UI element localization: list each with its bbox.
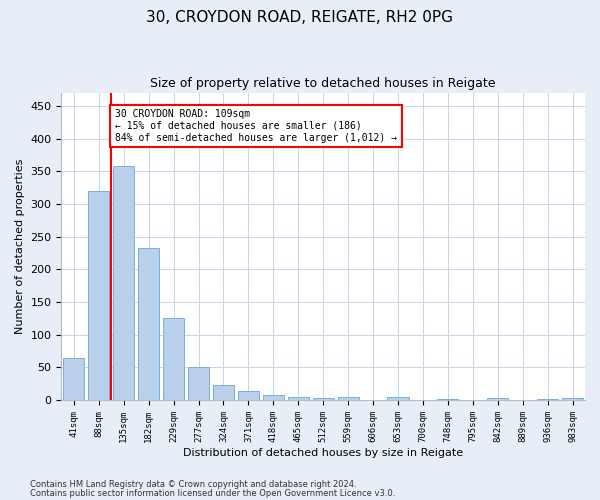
Bar [138,248,159,400]
Bar [487,398,508,400]
Bar [88,191,109,400]
Y-axis label: Number of detached properties: Number of detached properties [15,159,25,334]
Title: Size of property relative to detached houses in Reigate: Size of property relative to detached ho… [151,78,496,90]
Bar [238,391,259,400]
Bar [437,398,458,400]
Bar [287,398,309,400]
Bar [338,398,359,400]
Bar [163,318,184,400]
Bar [313,398,334,400]
Bar [188,368,209,400]
Text: 30 CROYDON ROAD: 109sqm
← 15% of detached houses are smaller (186)
84% of semi-d: 30 CROYDON ROAD: 109sqm ← 15% of detache… [115,110,397,142]
Bar [537,398,558,400]
Bar [263,394,284,400]
Bar [213,385,234,400]
Bar [63,358,85,400]
Bar [562,398,583,400]
Bar [388,398,409,400]
Text: Contains public sector information licensed under the Open Government Licence v3: Contains public sector information licen… [30,489,395,498]
Text: 30, CROYDON ROAD, REIGATE, RH2 0PG: 30, CROYDON ROAD, REIGATE, RH2 0PG [146,10,454,25]
X-axis label: Distribution of detached houses by size in Reigate: Distribution of detached houses by size … [183,448,463,458]
Bar [113,166,134,400]
Text: Contains HM Land Registry data © Crown copyright and database right 2024.: Contains HM Land Registry data © Crown c… [30,480,356,489]
